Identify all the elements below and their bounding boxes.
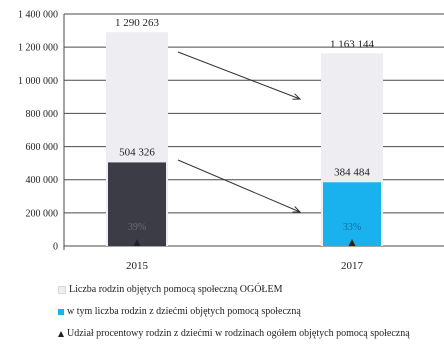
y-tick-label: 1 200 000	[18, 43, 58, 54]
legend-item-share: Udział procentowy rodzin z dziećmi w rod…	[58, 328, 410, 339]
legend-label-share: Udział procentowy rodzin z dziećmi w rod…	[67, 328, 410, 339]
y-tick-label: 1 000 000	[18, 76, 58, 87]
data-label-share: 33%	[343, 222, 361, 233]
triangle-icon	[58, 330, 64, 337]
bar-children	[108, 162, 166, 246]
bar-children	[323, 182, 381, 246]
legend-swatch-children	[58, 308, 64, 315]
legend-label-children: w tym liczba rodzin z dziećmi objętych p…	[67, 306, 301, 317]
data-label-total: 1 290 263	[115, 17, 160, 29]
y-tick-label: 400 000	[26, 175, 59, 186]
trend-arrow-total	[177, 51, 300, 99]
share-marker	[348, 239, 356, 246]
y-tick-label: 1 400 000	[18, 10, 58, 21]
x-tick-label: 2017	[341, 260, 364, 272]
y-tick-label: 800 000	[26, 109, 59, 120]
y-tick-label: 200 000	[26, 208, 59, 219]
bar-chart: 1 400 000 1 200 000 1 000 000 800 000 600 00…	[18, 10, 444, 272]
data-label-share: 39%	[128, 222, 146, 233]
legend-label-total: Liczba rodzin objętych pomocą społeczną …	[69, 284, 283, 295]
y-tick-label: 0	[53, 242, 58, 253]
data-label-children: 504 326	[119, 146, 155, 158]
data-label-children: 384 484	[334, 166, 370, 178]
trend-arrow-children	[177, 159, 300, 212]
x-tick-label: 2015	[126, 260, 149, 272]
legend-item-children: w tym liczba rodzin z dziećmi objętych p…	[58, 306, 301, 317]
share-marker	[133, 239, 141, 246]
y-tick-label: 600 000	[26, 142, 59, 153]
legend-swatch-total	[58, 285, 66, 294]
legend-item-total: Liczba rodzin objętych pomocą społeczną …	[58, 284, 283, 295]
data-label-total: 1 163 144	[330, 38, 375, 50]
